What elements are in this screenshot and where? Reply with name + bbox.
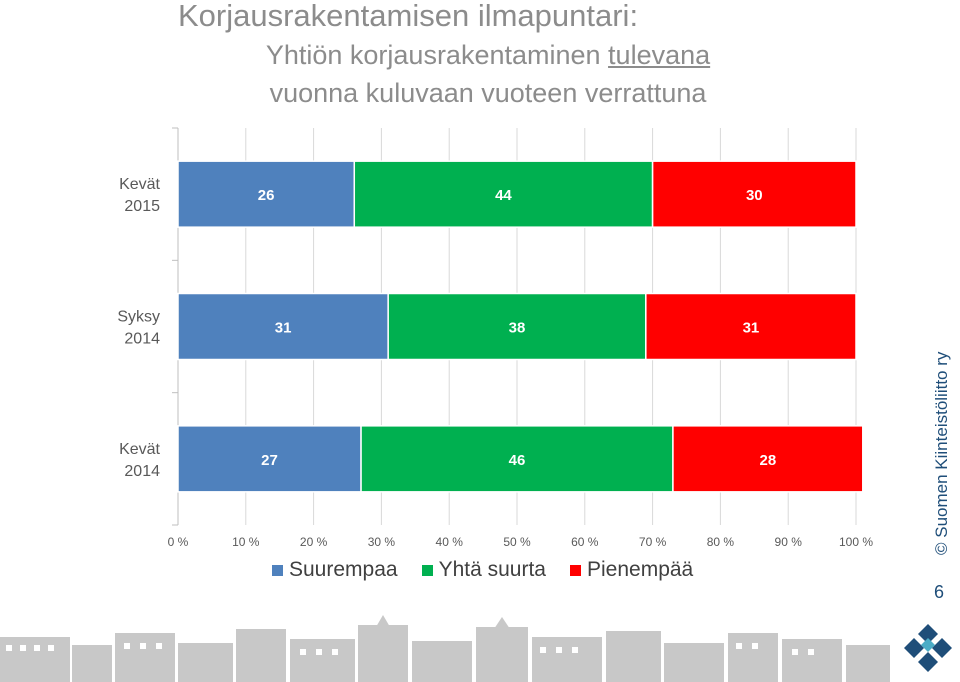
category-label: 2014 — [124, 331, 160, 348]
bar-segment — [177, 425, 362, 493]
x-tick-label: 80 % — [707, 535, 735, 549]
copyright-text: © Suomen Kiinteistöliitto ry — [932, 351, 951, 555]
legend-label: Yhtä suurta — [438, 558, 546, 581]
legend-swatch — [421, 564, 433, 576]
data-label: 26 — [258, 187, 275, 204]
diamond-grid-logo-icon — [904, 624, 952, 672]
bar-segment — [651, 160, 857, 228]
page-subtitle: Yhtiön korjausrakentaminen tulevana vuon… — [178, 36, 798, 112]
x-tick-label: 30 % — [368, 535, 396, 549]
subtitle-underlined: tulevana — [608, 40, 711, 70]
x-tick-label: 10 % — [232, 535, 260, 549]
subtitle-line2: vuonna kuluvaan vuoteen verrattuna — [269, 78, 707, 108]
data-label: 31 — [275, 320, 292, 337]
legend-item: Suurempaa — [272, 558, 398, 582]
x-tick-label: 40 % — [436, 535, 464, 549]
legend-item: Pienempää — [569, 558, 694, 582]
bar-segment — [177, 292, 389, 361]
category-label: Kevät — [119, 441, 160, 458]
x-tick-label: 60 % — [571, 535, 599, 549]
legend-label: Suurempaa — [289, 558, 398, 581]
legend-label: Pienempää — [586, 558, 694, 581]
bar-segment — [177, 160, 356, 228]
x-tick-label: 0 % — [168, 535, 189, 549]
legend-swatch — [272, 564, 283, 576]
subtitle-prefix: Yhtiön korjausrakentaminen — [265, 40, 609, 70]
city-skyline-icon — [0, 615, 890, 682]
bar-segment — [360, 425, 674, 493]
legend-swatch — [569, 564, 581, 576]
category-label: Kevät — [119, 176, 160, 193]
data-label: 38 — [509, 320, 526, 337]
category-label: 2014 — [124, 463, 160, 480]
bar-segment — [387, 292, 647, 361]
bar-segment — [672, 425, 864, 493]
x-tick-label: 20 % — [300, 535, 328, 549]
data-label: 46 — [509, 452, 526, 469]
legend-item: Yhtä suurta — [421, 558, 546, 582]
bar-segment — [353, 160, 654, 228]
bar-segment — [645, 292, 857, 361]
data-label: 31 — [743, 320, 760, 337]
x-tick-label: 50 % — [503, 535, 531, 549]
category-label: Syksy — [117, 309, 160, 326]
x-tick-label: 70 % — [639, 535, 667, 549]
x-tick-label: 90 % — [775, 535, 803, 549]
data-label: 30 — [746, 187, 763, 204]
page-title: Korjausrakentamisen ilmapuntari: — [178, 0, 639, 33]
chart-legend: Suurempaa Yhtä suurta Pienempää — [272, 558, 717, 582]
data-label: 27 — [261, 452, 278, 469]
data-label: 44 — [495, 187, 512, 204]
data-label: 28 — [760, 452, 777, 469]
stacked-bar-chart: 0 % 10 % 20 % 30 % 40 % 50 % 60 % 70 % 80 % 90 % 1… — [117, 127, 873, 549]
page-number: 6 — [934, 582, 945, 602]
x-tick-label: 100 % — [839, 535, 873, 549]
category-label: 2015 — [124, 198, 160, 215]
